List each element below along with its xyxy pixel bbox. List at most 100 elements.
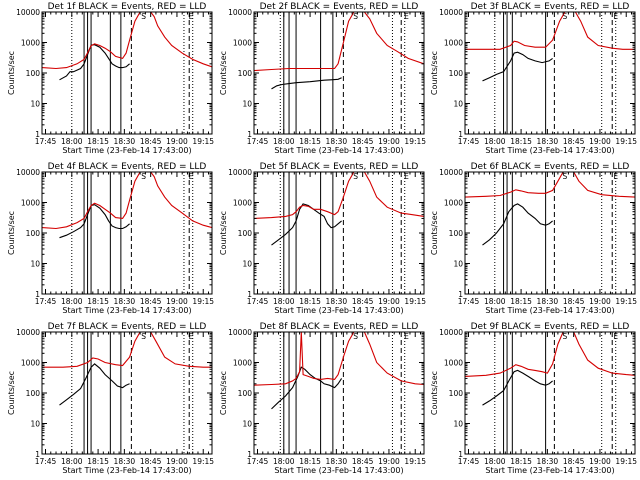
x-tick-label: 18:15	[299, 137, 321, 146]
y-tick-label: 1	[35, 450, 40, 459]
y-axis-label: Counts/sec	[7, 51, 16, 95]
y-tick-label: 1000	[444, 199, 463, 208]
series-line-events	[271, 203, 342, 246]
y-axis-label: Counts/sec	[7, 371, 16, 415]
x-axis-label: Start Time (23-Feb-14 17:43:00)	[274, 306, 403, 315]
x-axis-label: Start Time (23-Feb-14 17:43:00)	[485, 466, 614, 475]
marker-label: E	[189, 12, 194, 21]
x-tick-label: 17:45	[35, 297, 57, 306]
x-tick-label: 19:15	[615, 137, 637, 146]
series-line-lld	[254, 12, 424, 72]
x-tick-label: 18:30	[114, 457, 136, 466]
x-tick-label: 18:45	[352, 457, 374, 466]
x-tick-label: 18:00	[61, 297, 83, 306]
x-tick-label: 17:45	[458, 137, 480, 146]
x-tick-label: 17:45	[458, 297, 480, 306]
y-tick-label: 10000	[16, 8, 40, 17]
marker-label: S	[563, 12, 568, 21]
y-tick-label: 1000	[233, 199, 252, 208]
x-tick-label: 18:45	[563, 457, 585, 466]
x-axis-label: Start Time (23-Feb-14 17:43:00)	[62, 306, 191, 315]
marker-label: S	[563, 172, 568, 181]
x-tick-label: 18:00	[273, 297, 295, 306]
x-tick-label: 18:30	[537, 137, 559, 146]
series-line-lld	[254, 172, 424, 219]
x-tick-label: 17:45	[247, 297, 269, 306]
x-tick-label: 19:15	[404, 457, 426, 466]
x-tick-label: 18:30	[326, 137, 348, 146]
chart-title: Det 4f BLACK = Events, RED = LLD	[48, 162, 207, 172]
y-tick-label: 100	[26, 389, 41, 398]
y-tick-label: 1	[458, 450, 463, 459]
y-tick-label: 1000	[21, 39, 40, 48]
chart-title: Det 8f BLACK = Events, RED = LLD	[260, 322, 419, 332]
y-tick-label: 10000	[228, 8, 252, 17]
series-line-events	[271, 77, 342, 90]
y-tick-label: 1	[247, 290, 252, 299]
marker-label: E	[189, 172, 194, 181]
x-tick-label: 19:15	[615, 297, 637, 306]
x-tick-label: 18:15	[299, 297, 321, 306]
y-tick-label: 10	[30, 100, 40, 109]
y-axis-label: Counts/sec	[219, 51, 228, 95]
y-tick-label: 100	[238, 229, 253, 238]
series-line-lld	[465, 172, 635, 198]
x-tick-label: 19:00	[589, 297, 611, 306]
x-tick-label: 19:15	[404, 297, 426, 306]
series-line-events	[482, 369, 553, 406]
x-tick-label: 18:15	[87, 137, 109, 146]
marker-label: E	[404, 332, 409, 341]
y-tick-label: 10	[453, 420, 463, 429]
series-line-lld	[465, 12, 635, 50]
y-tick-label: 1	[458, 290, 463, 299]
series-line-lld	[42, 12, 212, 70]
x-tick-label: 19:00	[589, 137, 611, 146]
chart-title: Det 6f BLACK = Events, RED = LLD	[471, 162, 630, 172]
chart-title: Det 3f BLACK = Events, RED = LLD	[471, 2, 630, 12]
chart-title: Det 2f BLACK = Events, RED = LLD	[260, 2, 419, 12]
x-tick-label: 18:45	[140, 457, 162, 466]
y-tick-label: 10	[242, 260, 252, 269]
marker-label: E	[613, 332, 618, 341]
marker-label: E	[613, 172, 618, 181]
plot-frame	[464, 171, 636, 295]
x-tick-label: 19:15	[615, 457, 637, 466]
y-tick-label: 1000	[233, 359, 252, 368]
marker-label: S	[353, 172, 358, 181]
x-tick-label: 18:00	[484, 457, 506, 466]
x-tick-label: 18:00	[273, 457, 295, 466]
y-tick-label: 100	[449, 229, 464, 238]
x-tick-label: 18:30	[537, 297, 559, 306]
x-tick-label: 18:30	[537, 457, 559, 466]
x-tick-label: 18:15	[510, 297, 532, 306]
x-tick-label: 18:15	[87, 457, 109, 466]
chart-title: Det 5f BLACK = Events, RED = LLD	[260, 162, 419, 172]
marker-label: E	[189, 332, 194, 341]
plot-frame	[253, 11, 425, 135]
plot-frame	[253, 171, 425, 295]
x-axis-label: Start Time (23-Feb-14 17:43:00)	[62, 466, 191, 475]
series-line-events	[482, 203, 553, 246]
plot-frame	[464, 11, 636, 135]
chart-title: Det 1f BLACK = Events, RED = LLD	[48, 2, 207, 12]
marker-label: S	[141, 332, 146, 341]
x-tick-label: 19:00	[378, 137, 400, 146]
y-tick-label: 100	[238, 389, 253, 398]
series-line-events	[59, 204, 130, 239]
y-tick-label: 1	[247, 130, 252, 139]
x-tick-label: 17:45	[247, 457, 269, 466]
x-tick-label: 17:45	[247, 137, 269, 146]
x-tick-label: 18:45	[140, 137, 162, 146]
marker-label: S	[563, 332, 568, 341]
y-tick-label: 100	[449, 389, 464, 398]
x-axis-label: Start Time (23-Feb-14 17:43:00)	[485, 146, 614, 155]
y-tick-label: 1000	[444, 39, 463, 48]
y-tick-label: 10000	[228, 168, 252, 177]
x-tick-label: 19:00	[378, 457, 400, 466]
